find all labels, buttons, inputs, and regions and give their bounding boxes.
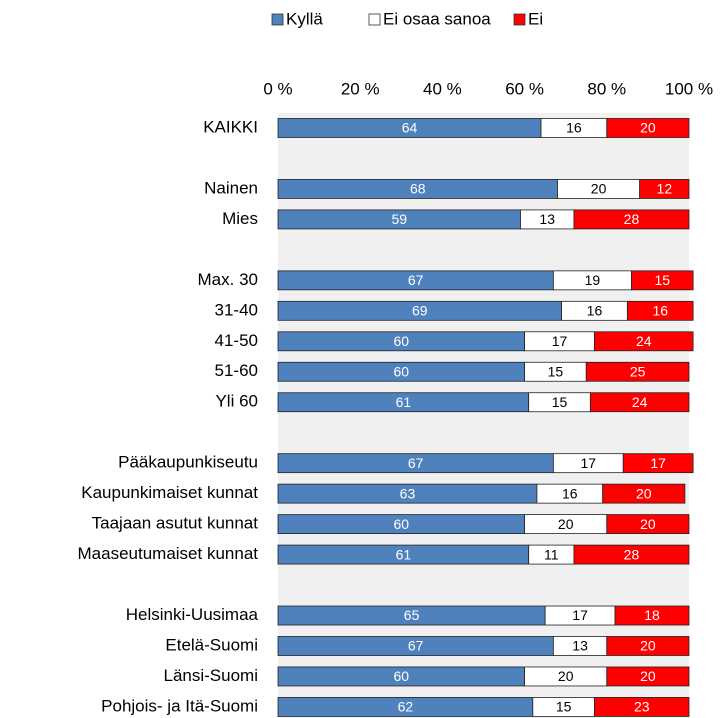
value-label: 16 — [566, 120, 582, 136]
x-tick-label: 0 % — [263, 79, 292, 98]
bar-segment — [622, 453, 694, 474]
bar-segment — [594, 331, 694, 352]
value-label: 20 — [640, 668, 656, 684]
value-label: 67 — [408, 638, 424, 654]
value-label: 68 — [410, 181, 426, 197]
value-label: 17 — [552, 333, 568, 349]
y-tick-label: Kaupunkimaiset kunnat — [81, 483, 258, 502]
value-label: 62 — [398, 699, 414, 715]
value-label: 25 — [630, 363, 646, 379]
y-tick-label: 41-50 — [215, 331, 258, 350]
y-tick-label: Yli 60 — [215, 392, 258, 411]
value-label: 59 — [391, 211, 407, 227]
value-label: 12 — [657, 181, 673, 197]
value-label: 28 — [624, 211, 640, 227]
value-label: 65 — [404, 607, 420, 623]
value-label: 20 — [640, 120, 656, 136]
bar-segment — [626, 300, 694, 321]
value-label: 24 — [632, 394, 648, 410]
bar-segment — [602, 483, 686, 504]
value-label: 16 — [652, 303, 668, 319]
x-tick-label: 40 % — [423, 79, 462, 98]
y-tick-label: Maaseutumaiset kunnat — [78, 544, 259, 563]
bar-segment — [573, 209, 690, 230]
bar-segment — [594, 697, 690, 717]
value-label: 60 — [394, 516, 410, 532]
x-tick-label: 20 % — [341, 79, 380, 98]
legend-swatch — [368, 13, 381, 26]
value-label: 15 — [552, 394, 568, 410]
y-tick-label: Länsi-Suomi — [164, 666, 259, 685]
x-tick-label: 60 % — [505, 79, 544, 98]
value-label: 60 — [394, 333, 410, 349]
y-tick-label: Max. 30 — [198, 270, 258, 289]
y-tick-label: Etelä-Suomi — [165, 635, 258, 654]
value-label: 67 — [408, 272, 424, 288]
value-label: 20 — [591, 181, 607, 197]
value-label: 20 — [558, 668, 574, 684]
legend-label: Kyllä — [286, 9, 323, 28]
x-tick-label: 100 % — [665, 79, 713, 98]
value-label: 17 — [650, 455, 666, 471]
value-label: 20 — [558, 516, 574, 532]
legend-label: Ei osaa sanoa — [383, 9, 491, 28]
value-label: 18 — [644, 607, 660, 623]
plot-area — [278, 113, 689, 718]
value-label: 15 — [548, 363, 564, 379]
bar-segment — [589, 392, 690, 413]
value-label: 60 — [394, 363, 410, 379]
value-label: 20 — [640, 516, 656, 532]
legend-swatch — [513, 13, 526, 26]
legend-label: Ei — [528, 9, 543, 28]
value-label: 17 — [572, 607, 588, 623]
value-label: 24 — [636, 333, 652, 349]
y-tick-label: Taajaan asutut kunnat — [92, 514, 259, 533]
value-label: 64 — [402, 120, 418, 136]
value-label: 13 — [539, 211, 555, 227]
y-tick-label: KAIKKI — [203, 117, 258, 136]
x-tick-label: 80 % — [587, 79, 626, 98]
value-label: 69 — [412, 303, 428, 319]
bar-segment — [606, 636, 690, 656]
value-label: 17 — [581, 455, 597, 471]
value-label: 19 — [585, 272, 601, 288]
value-label: 28 — [624, 546, 640, 562]
bar-segment — [606, 118, 690, 138]
value-label: 23 — [634, 699, 650, 715]
value-label: 63 — [400, 485, 416, 501]
value-label: 67 — [408, 455, 424, 471]
bar-segment — [585, 361, 690, 382]
y-tick-label: Helsinki-Uusimaa — [126, 605, 259, 624]
bar-segment — [639, 179, 690, 199]
y-tick-label: 51-60 — [215, 361, 258, 380]
bar-segment — [606, 514, 690, 535]
y-tick-label: Mies — [222, 209, 258, 228]
value-label: 61 — [396, 394, 412, 410]
bar-segment — [606, 666, 690, 687]
value-label: 60 — [394, 668, 410, 684]
bar-segment — [631, 270, 694, 291]
value-label: 13 — [572, 638, 588, 654]
y-tick-label: Pohjois- ja Itä-Suomi — [101, 696, 258, 715]
value-label: 15 — [654, 272, 670, 288]
value-label: 61 — [396, 546, 412, 562]
value-label: 20 — [640, 638, 656, 654]
value-label: 20 — [636, 485, 652, 501]
value-label: 16 — [587, 303, 603, 319]
y-tick-label: 31-40 — [215, 300, 258, 319]
bar-segment — [614, 605, 690, 626]
value-label: 16 — [562, 485, 578, 501]
legend-swatch — [271, 13, 284, 26]
value-label: 11 — [544, 546, 559, 562]
value-label: 15 — [556, 699, 572, 715]
y-tick-label: Nainen — [204, 178, 258, 197]
bar-segment — [573, 544, 690, 565]
y-tick-label: Pääkaupunkiseutu — [118, 453, 258, 472]
